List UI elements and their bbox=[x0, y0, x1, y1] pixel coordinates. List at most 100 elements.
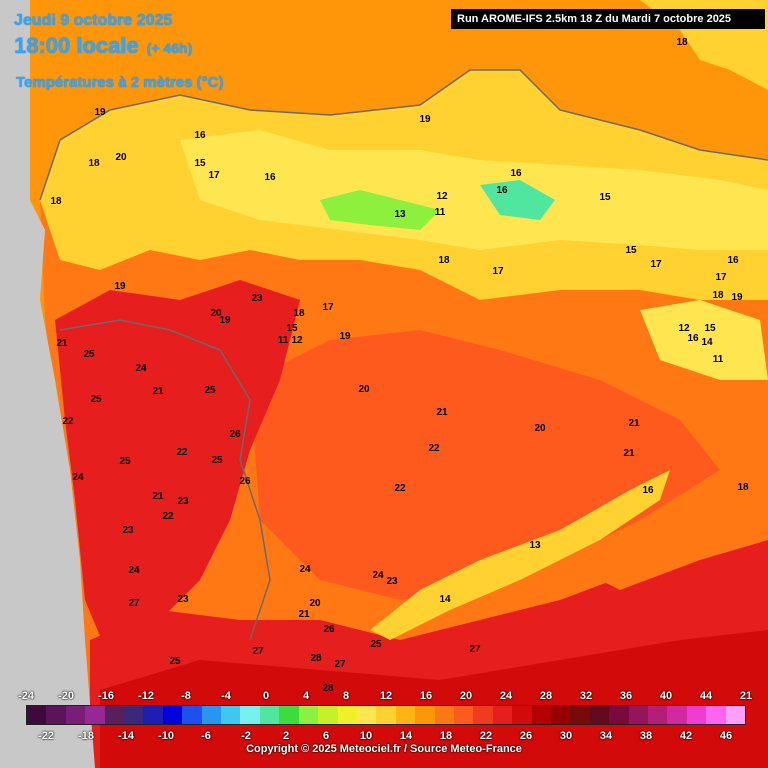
legend-top-labels: -24 -20 -16 -12 -8 -4 0 4 8 12 16 20 24 28 32 36 40 44 21 bbox=[0, 690, 768, 704]
temperature-label: 19 bbox=[219, 315, 231, 326]
temperature-label: 20 bbox=[534, 423, 546, 434]
temperature-label: 23 bbox=[122, 525, 134, 536]
legend-swatch bbox=[648, 706, 668, 724]
temperature-label: 25 bbox=[83, 349, 95, 360]
temperature-label: 16 bbox=[510, 168, 522, 179]
temperature-label: 13 bbox=[394, 209, 406, 220]
temperature-label: 19 bbox=[114, 281, 126, 292]
north-cooler-band bbox=[180, 130, 768, 250]
temperature-label: 20 bbox=[358, 384, 370, 395]
legend-swatch bbox=[570, 706, 590, 724]
temperature-label: 12 bbox=[678, 323, 690, 334]
legend-swatch bbox=[46, 706, 66, 724]
legend-swatch bbox=[104, 706, 125, 724]
legend-label: -12 bbox=[138, 690, 154, 702]
legend-label: 30 bbox=[559, 730, 573, 742]
temperature-label: 21 bbox=[623, 448, 635, 459]
legend-label: 16 bbox=[419, 690, 433, 702]
legend-label: 18 bbox=[439, 730, 453, 742]
legend-label: 44 bbox=[699, 690, 713, 702]
temperature-label: 25 bbox=[211, 455, 223, 466]
temperature-label: 12 bbox=[436, 191, 448, 202]
temperature-label: 18 bbox=[438, 255, 450, 266]
legend-label: -2 bbox=[241, 730, 251, 742]
legend-swatch bbox=[667, 706, 687, 724]
forecast-lead-time: (+ 46h) bbox=[146, 40, 193, 56]
temperature-label: 24 bbox=[372, 570, 384, 581]
temperature-label: 18 bbox=[50, 196, 62, 207]
temperature-label: 25 bbox=[204, 385, 216, 396]
legend-swatch bbox=[65, 706, 86, 724]
temperature-label: 25 bbox=[90, 394, 102, 405]
temperature-label: 19 bbox=[94, 107, 106, 118]
legend-label: 40 bbox=[659, 690, 673, 702]
legend-label: 38 bbox=[639, 730, 653, 742]
temperature-label: 21 bbox=[152, 491, 164, 502]
legend-swatch bbox=[512, 706, 532, 724]
temperature-label: 20 bbox=[309, 598, 321, 609]
temperature-label: 26 bbox=[323, 624, 335, 635]
temperature-label: 17 bbox=[322, 302, 334, 313]
temperature-label: 27 bbox=[128, 598, 140, 609]
temperature-label: 24 bbox=[72, 472, 84, 483]
temperature-label: 26 bbox=[239, 476, 251, 487]
south-ridge-cool bbox=[370, 470, 670, 640]
legend-swatch bbox=[337, 706, 357, 724]
temperature-label: 16 bbox=[264, 172, 276, 183]
south-hotter-zone bbox=[100, 630, 768, 768]
legend-swatch bbox=[725, 706, 746, 724]
temperature-label: 28 bbox=[322, 683, 334, 694]
legend-label: 21 bbox=[739, 690, 753, 702]
temperature-label: 11 bbox=[713, 354, 724, 365]
temperature-label: 16 bbox=[687, 333, 699, 344]
legend-label: 20 bbox=[459, 690, 473, 702]
legend-label: 28 bbox=[539, 690, 553, 702]
west-hot-zone bbox=[55, 280, 300, 660]
temperature-label: 17 bbox=[715, 272, 727, 283]
temperature-label: 13 bbox=[529, 540, 541, 551]
cold-spot-cantabria bbox=[320, 190, 440, 230]
temperature-label: 20 bbox=[115, 152, 127, 163]
legend-label: 22 bbox=[479, 730, 493, 742]
temperature-label: 12 bbox=[291, 335, 303, 346]
map-variable-title: Températures à 2 mètres (°C) bbox=[16, 74, 224, 91]
temperature-label: 18 bbox=[88, 158, 100, 169]
legend-swatch bbox=[415, 706, 435, 724]
temperature-label: 25 bbox=[119, 456, 131, 467]
temperature-label: 17 bbox=[208, 170, 220, 181]
temperature-label: 26 bbox=[229, 429, 241, 440]
legend-swatch bbox=[531, 706, 551, 724]
model-run-banner: Run AROME-IFS 2.5km 18 Z du Mardi 7 octo… bbox=[451, 9, 765, 29]
temperature-label: 27 bbox=[469, 644, 481, 655]
temperature-label: 18 bbox=[676, 37, 688, 48]
temperature-label: 23 bbox=[177, 594, 189, 605]
temperature-label: 14 bbox=[439, 594, 451, 605]
legend-swatch bbox=[143, 706, 163, 724]
temperature-label: 19 bbox=[731, 292, 743, 303]
legend-label: 8 bbox=[342, 690, 350, 702]
legend-swatch bbox=[706, 706, 726, 724]
legend-swatch bbox=[259, 706, 280, 724]
legend-color-scale bbox=[26, 705, 746, 725]
temperature-label: 21 bbox=[56, 338, 68, 349]
temperature-label: 15 bbox=[599, 192, 611, 203]
forecast-date: Jeudi 9 octobre 2025 bbox=[14, 12, 173, 29]
temperature-label: 22 bbox=[428, 443, 440, 454]
legend-swatch bbox=[356, 706, 377, 724]
legend-swatch bbox=[609, 706, 629, 724]
temperature-label: 19 bbox=[419, 114, 431, 125]
legend-label: 12 bbox=[379, 690, 393, 702]
temperature-label: 22 bbox=[394, 483, 406, 494]
legend-label: 10 bbox=[359, 730, 373, 742]
portugal-border bbox=[59, 319, 271, 641]
temperature-label: 22 bbox=[176, 447, 188, 458]
legend-label: 46 bbox=[719, 730, 733, 742]
legend-label: 14 bbox=[399, 730, 413, 742]
legend-swatch bbox=[453, 706, 474, 724]
legend-label: -6 bbox=[201, 730, 211, 742]
legend-swatch bbox=[240, 706, 260, 724]
temperature-label: 21 bbox=[436, 407, 448, 418]
temperature-label: 28 bbox=[310, 653, 322, 664]
legend-label: 0 bbox=[262, 690, 270, 702]
temperature-label: 18 bbox=[712, 290, 724, 301]
